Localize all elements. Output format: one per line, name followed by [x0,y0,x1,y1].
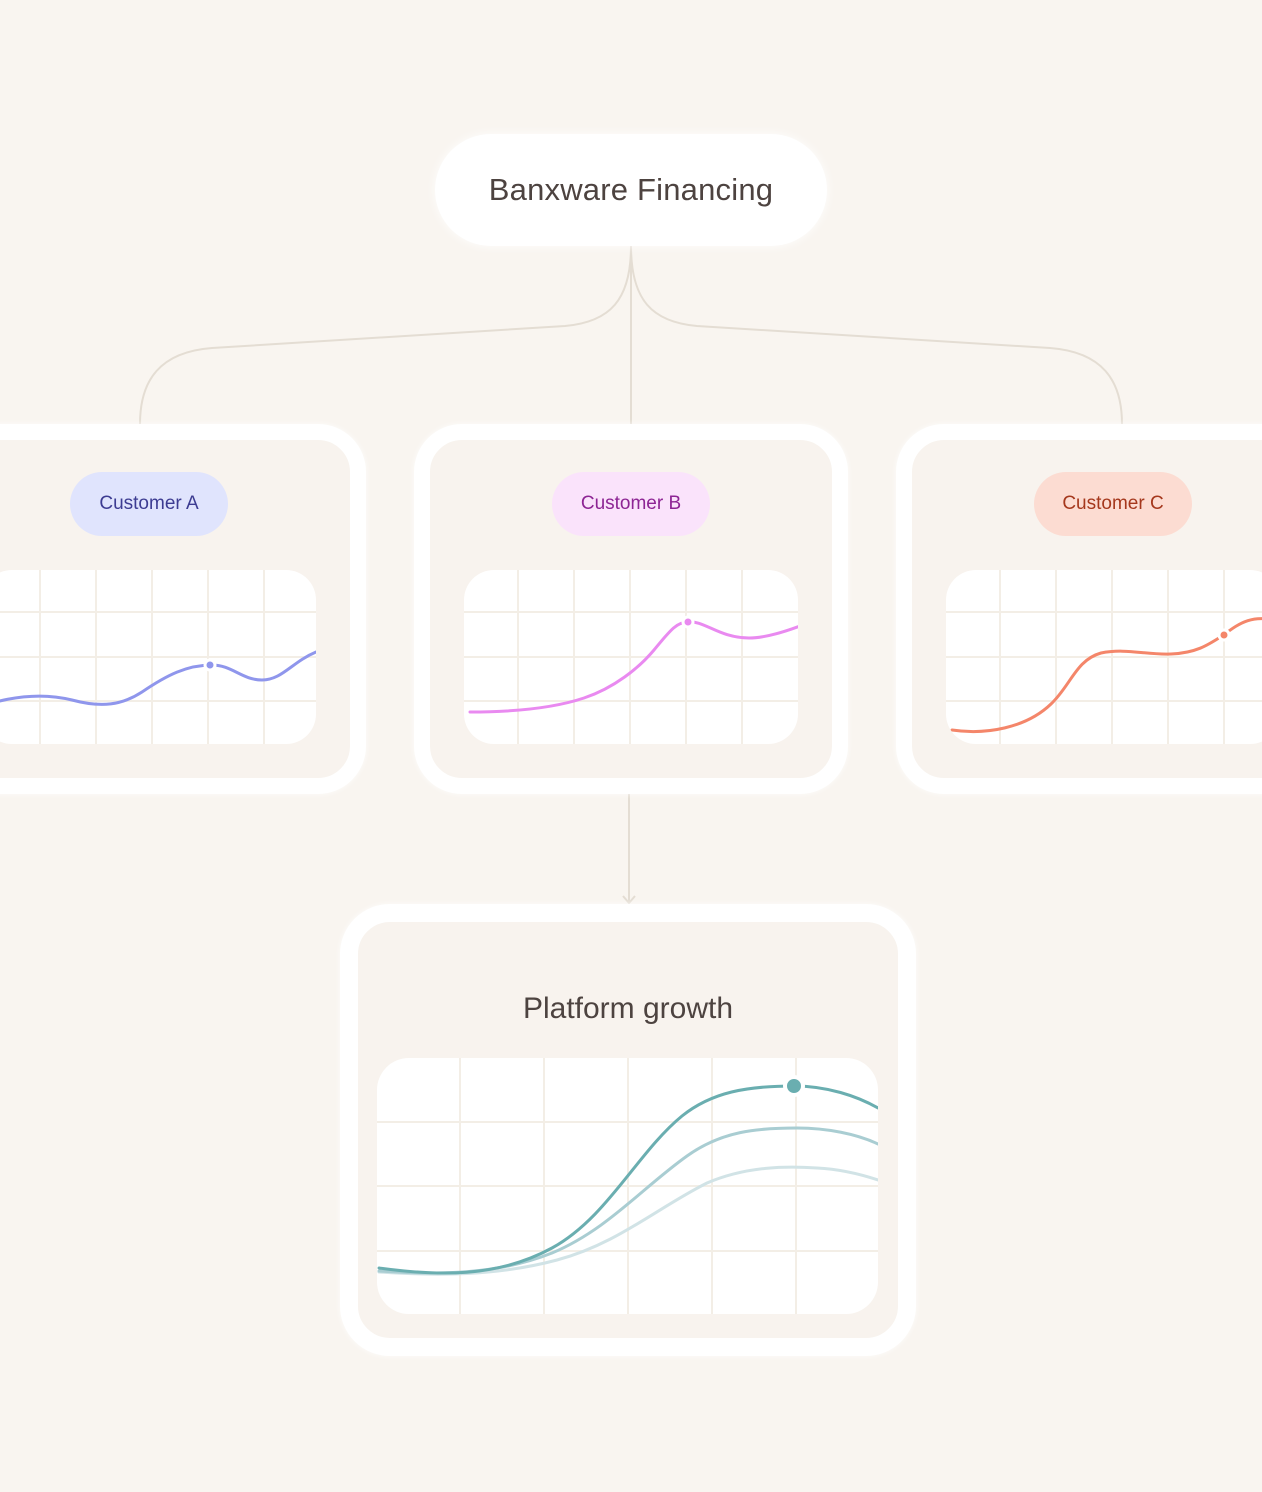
customer-card-a: Customer A [0,424,366,794]
grid-lines [0,570,316,744]
customer-a-line [0,650,316,706]
platform-growth-chart [377,1058,878,1314]
customer-b-marker [681,615,695,629]
customer-sparkline-a [0,570,316,744]
customer-badge-b: Customer B [552,472,710,536]
customer-badge-c: Customer C [1034,472,1192,536]
platform-marker [783,1075,805,1097]
platform-growth-title: Platform growth [522,992,734,1025]
platform-series-3 [377,1165,878,1276]
root-node: Banxware Financing [435,134,827,246]
customer-label-c: Customer C [1062,493,1164,514]
customer-card-b: Customer B [414,424,848,794]
customer-c-line [950,617,1262,734]
customer-label-b: Customer B [580,493,682,514]
connector-to-customer-c [630,245,1123,425]
platform-series-1 [377,1084,878,1275]
customer-sparkline-b [464,570,798,744]
customer-sparkline-c [946,570,1262,744]
connector-to-customer-a [139,245,632,425]
customer-b-line [468,620,798,714]
grid-lines [464,570,798,744]
customer-badge-a: Customer A [70,472,228,536]
customer-card-c: Customer C [896,424,1262,794]
root-label: Banxware Financing [488,172,774,207]
customer-label-a: Customer A [99,493,199,514]
platform-growth-card: Platform growth [340,904,916,1356]
connector-arrowhead [622,895,636,905]
customer-a-marker [203,658,217,672]
grid-lines [377,1058,878,1314]
grid-lines [946,570,1262,744]
customer-c-marker [1217,628,1231,642]
